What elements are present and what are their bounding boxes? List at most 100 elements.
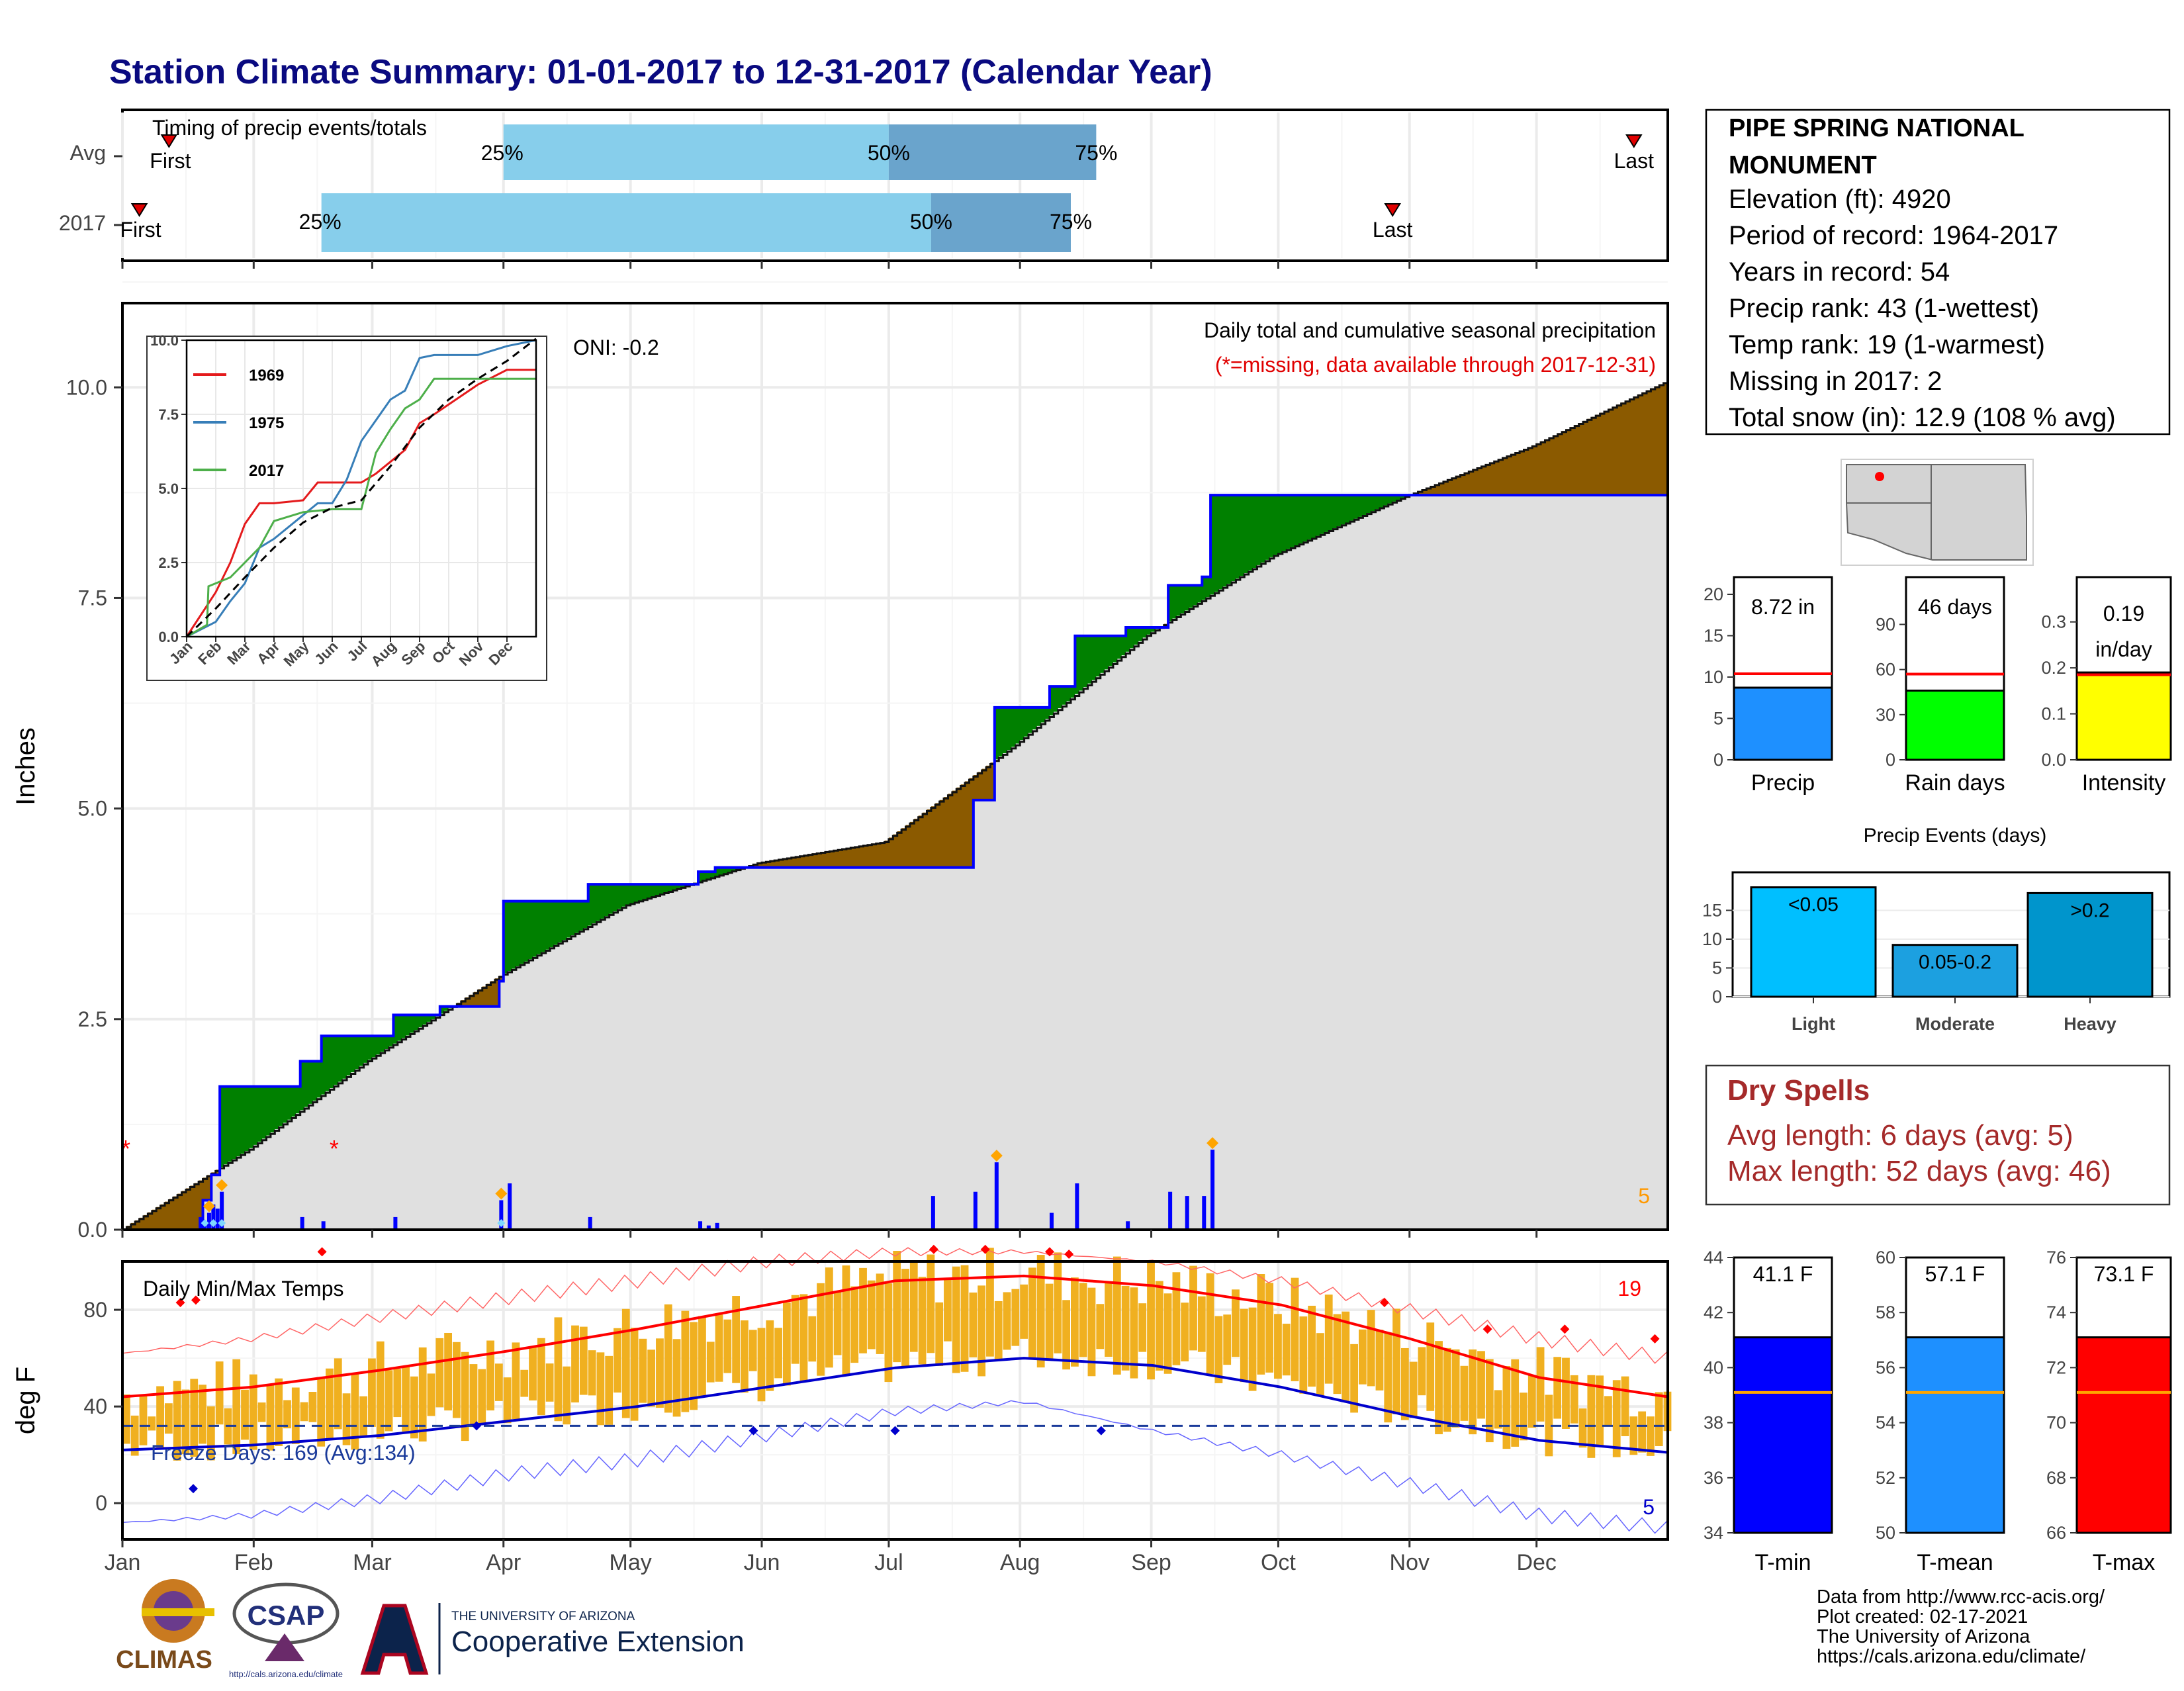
temps-daily-bar bbox=[1375, 1330, 1384, 1391]
timing-bars: 25% 50% 75% First Last 25% 50% 75% First Last bbox=[120, 124, 1654, 252]
inset-legend-label-1975: 1975 bbox=[249, 414, 284, 432]
precip-axis: 0.0 2.5 5.0 7.5 10.0 bbox=[66, 375, 1538, 1242]
temps-daily-bar bbox=[1197, 1296, 1206, 1352]
timing-last-marker bbox=[1384, 203, 1401, 217]
precip-y-tick-label: 0.0 bbox=[78, 1218, 107, 1242]
temp-summary-y-tick-label: 40 bbox=[1704, 1357, 1723, 1377]
temps-daily-bar bbox=[249, 1374, 257, 1450]
temps-daily-bar bbox=[1028, 1267, 1036, 1359]
temps-daily-bar bbox=[1121, 1285, 1130, 1371]
precip-frame bbox=[121, 302, 1669, 1231]
summary-bar-value: 46 days bbox=[1918, 595, 1992, 619]
temps-daily-bar bbox=[766, 1320, 774, 1391]
record-high-count: 19 bbox=[1617, 1277, 1641, 1301]
temp-summary-y-tick-label: 34 bbox=[1704, 1523, 1723, 1543]
x-month-label: Dec bbox=[1516, 1550, 1556, 1575]
temps-daily-bar bbox=[1384, 1332, 1392, 1423]
temps-daily-bar bbox=[1113, 1256, 1121, 1375]
temp-summary-label: T-min bbox=[1755, 1550, 1811, 1575]
temp-summary-value: 73.1 F bbox=[2094, 1262, 2154, 1286]
temps-daily-bar bbox=[1223, 1314, 1232, 1365]
record-low-count: 5 bbox=[1643, 1495, 1655, 1519]
temps-daily-bar bbox=[1214, 1316, 1223, 1383]
inset-line-2017 bbox=[186, 377, 536, 638]
temps-daily-bar bbox=[1655, 1392, 1663, 1446]
summary-y-tick-label: 0 bbox=[1886, 750, 1895, 770]
footer-line-data: Data from http://www.rcc-acis.org/ bbox=[1817, 1586, 2105, 1608]
inset-line-1975 bbox=[186, 339, 537, 638]
precip-daily-bar bbox=[393, 1216, 398, 1230]
temps-daily-bar bbox=[672, 1339, 681, 1417]
ua-logo[interactable]: THE UNIVERSITY OF ARIZONA Cooperative Ex… bbox=[360, 1603, 745, 1675]
inset-legend: 1969 1975 2017 bbox=[193, 367, 284, 480]
temps-daily-bar bbox=[427, 1373, 435, 1416]
temps-daily-bar bbox=[1316, 1333, 1324, 1396]
precip-daily-bar bbox=[199, 1216, 203, 1230]
station-missing: Missing in 2017: 2 bbox=[1729, 367, 1942, 396]
inset-frame bbox=[185, 339, 537, 638]
temps-daily-bar bbox=[1248, 1307, 1257, 1391]
temps-daily-bar bbox=[1494, 1390, 1502, 1429]
temps-daily-bar bbox=[156, 1386, 164, 1449]
climas-logo[interactable]: CLIMAS bbox=[116, 1579, 214, 1674]
temps-daily-bar bbox=[206, 1406, 215, 1461]
temps-daily-bar bbox=[757, 1328, 766, 1402]
timing-label-first: First bbox=[150, 149, 191, 173]
station-total-snow: Total snow (in): 12.9 (108 % avg) bbox=[1729, 403, 2116, 432]
summary-bar-label: Precip bbox=[1751, 770, 1815, 796]
temps-daily-bar bbox=[901, 1269, 909, 1368]
temps-daily-bar bbox=[647, 1349, 656, 1407]
record-high-marker bbox=[980, 1244, 990, 1254]
precip-daily-bar bbox=[215, 1209, 220, 1230]
temps-daily-bar bbox=[1409, 1361, 1418, 1418]
temps-daily-bar bbox=[1036, 1255, 1045, 1368]
temp-summary-label: T-mean bbox=[1917, 1550, 1993, 1575]
temps-daily-bar bbox=[664, 1304, 672, 1413]
precip-2017-cumulative-line bbox=[122, 494, 1668, 1231]
temps-daily-bar bbox=[241, 1389, 249, 1440]
precip-summary-bars: 8.72 in 0 5 10 15 20 Precip 46 days 0 30 60 90 Rain … bbox=[1704, 576, 2172, 796]
temps-daily-bar bbox=[1172, 1272, 1181, 1365]
temp-summary-bar-T-min bbox=[1733, 1336, 1833, 1534]
temps-daily-bar bbox=[283, 1400, 291, 1429]
temps-daily-bar bbox=[1130, 1287, 1138, 1379]
temps-daily-bar bbox=[512, 1342, 520, 1420]
dry-spells-frame bbox=[1705, 1064, 2171, 1206]
temps-daily-bar bbox=[122, 1394, 130, 1444]
temps-daily-bar bbox=[723, 1319, 732, 1373]
snow-day-count: 5 bbox=[1638, 1184, 1650, 1208]
timing-row-label-avg: Avg bbox=[69, 141, 106, 165]
temps-daily-bar bbox=[308, 1392, 317, 1422]
temps-daily-bar bbox=[1367, 1310, 1375, 1387]
x-month-label: Nov bbox=[1390, 1550, 1430, 1575]
footer-line-created: Plot created: 02-17-2021 bbox=[1817, 1606, 2028, 1627]
temps-lines bbox=[122, 1244, 1668, 1534]
temps-y-tick-label: 80 bbox=[83, 1298, 107, 1322]
temps-daily-bar bbox=[952, 1266, 960, 1373]
temps-daily-bar bbox=[1400, 1348, 1409, 1420]
temps-daily-bar bbox=[376, 1341, 385, 1439]
x-month-label: Sep bbox=[1131, 1550, 1171, 1575]
precip-daily-bar bbox=[706, 1225, 711, 1230]
temps-daily-bar bbox=[876, 1273, 884, 1354]
timing-label-q75: 75% bbox=[1075, 141, 1117, 165]
temps-daily-bar bbox=[334, 1358, 342, 1430]
temps-daily-bar bbox=[1003, 1292, 1011, 1350]
timing-row-label-2017: 2017 bbox=[59, 211, 106, 235]
temp-summary-bars: 41.1 F 34 36 38 40 42 44 T-min 57.1 F 50 52 54 56 58 6… bbox=[1704, 1248, 2172, 1575]
temp-summary-y-tick-label: 72 bbox=[2046, 1357, 2066, 1377]
temp-summary-y-tick-label: 52 bbox=[1876, 1468, 1895, 1488]
timing-label-q25: 25% bbox=[299, 210, 341, 234]
footer-line-university: The University of Arizona bbox=[1817, 1626, 2030, 1647]
x-axis-month-labels: Jan Feb Mar Apr May Jun Jul Aug Sep Oct Nov Dec bbox=[105, 1550, 1557, 1575]
summary-bar-value: 0.19 bbox=[2103, 602, 2144, 625]
x-month-label: Jul bbox=[874, 1550, 903, 1575]
temp-summary-y-tick-label: 76 bbox=[2046, 1248, 2066, 1267]
climas-wordmark: CLIMAS bbox=[116, 1646, 212, 1674]
ua-large-text: Cooperative Extension bbox=[451, 1625, 745, 1658]
temps-daily-bar bbox=[1054, 1252, 1062, 1353]
csap-logo[interactable]: CSAP http://cals.arizona.edu/climate bbox=[229, 1582, 343, 1679]
inset-y-tick-label: 5.0 bbox=[158, 480, 179, 497]
heavy-event-marker bbox=[203, 1200, 215, 1212]
